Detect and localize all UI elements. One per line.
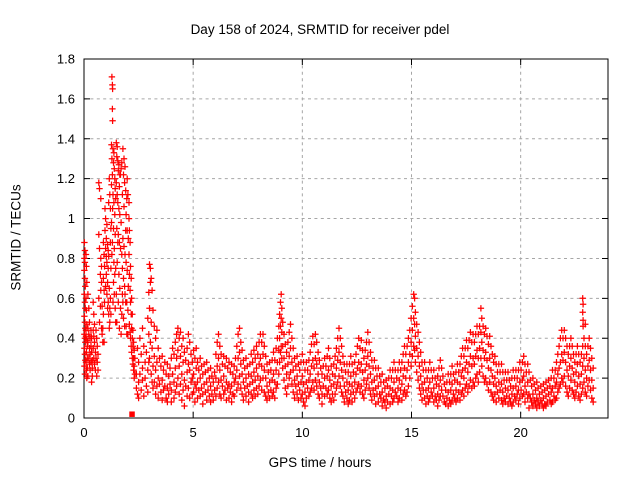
- y-tick-label: 1.6: [57, 91, 75, 106]
- y-tick-label: 0: [68, 411, 75, 426]
- data-points-srmtid-plus-markers: [81, 73, 597, 412]
- y-tick-label: 1: [68, 211, 75, 226]
- data-point-event-flag-square-marker: [129, 411, 135, 417]
- y-tick-label: 0.8: [57, 251, 75, 266]
- y-tick-label: 1.8: [57, 52, 75, 67]
- y-tick-label: 0.4: [57, 331, 75, 346]
- y-tick-label: 1.4: [57, 131, 75, 146]
- y-tick-label: 0.6: [57, 291, 75, 306]
- x-tick-label: 15: [404, 425, 418, 440]
- grid-lines: [84, 59, 608, 418]
- x-tick-label: 10: [295, 425, 309, 440]
- x-axis-label: GPS time / hours: [268, 455, 372, 470]
- y-tick-label: 1.2: [57, 171, 75, 186]
- y-tick-label: 0.2: [57, 371, 75, 386]
- x-tick-label: 20: [513, 425, 527, 440]
- x-tick-label: 5: [190, 425, 197, 440]
- x-tick-label: 0: [80, 425, 87, 440]
- chart-title: Day 158 of 2024, SRMTID for receiver pde…: [190, 22, 450, 37]
- plot-border: [83, 58, 609, 419]
